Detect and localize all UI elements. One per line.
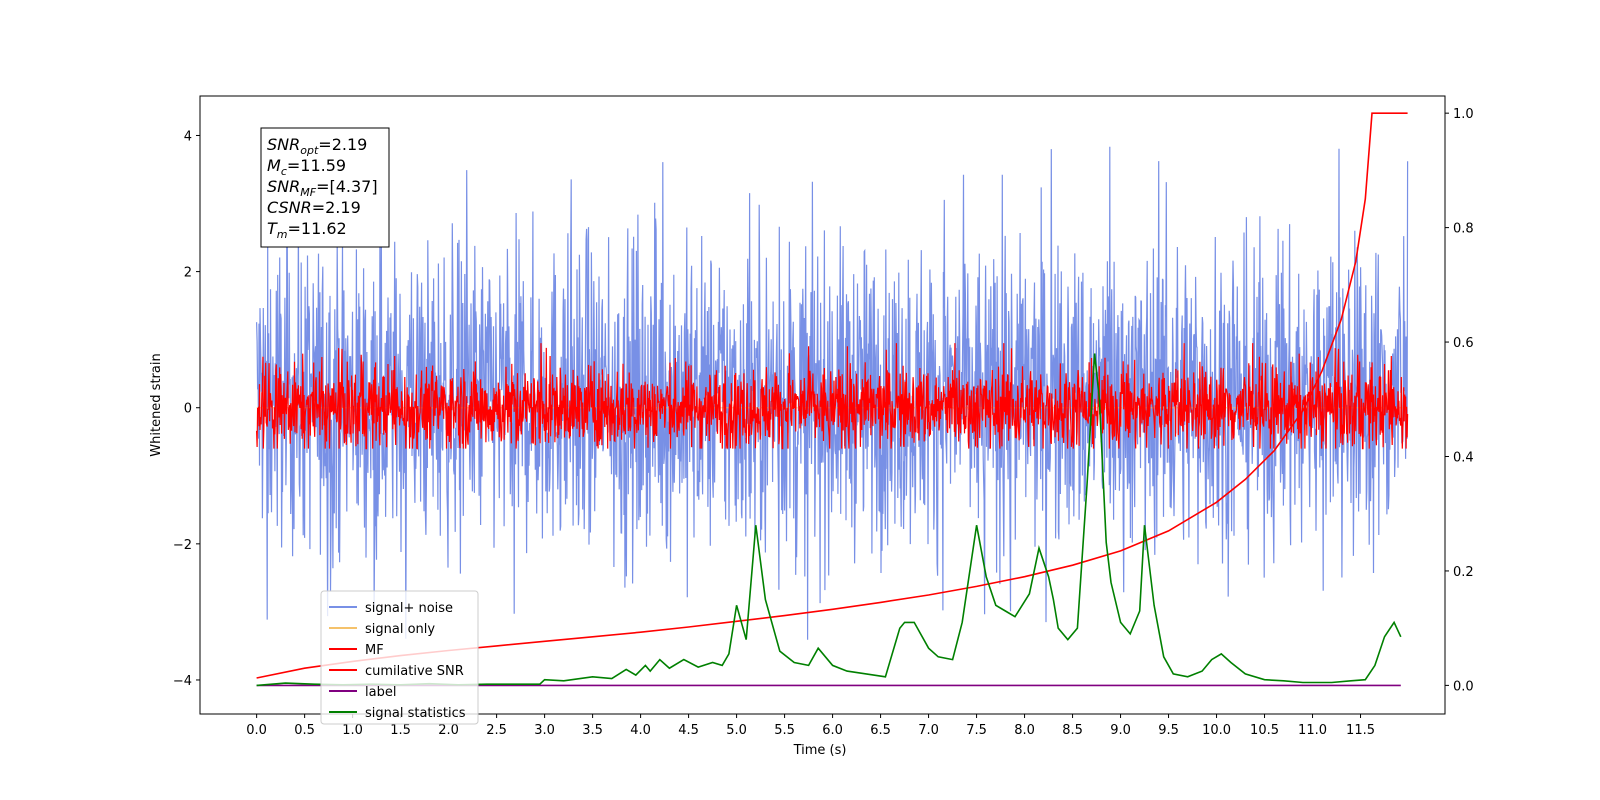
legend-label: signal only xyxy=(365,622,435,637)
series-mf xyxy=(256,343,1409,450)
series-cumilative-snr xyxy=(256,112,1408,679)
x-axis-title: Time (s) xyxy=(793,743,847,758)
y2-tick-label: 1.0 xyxy=(1453,107,1474,122)
legend-label: cumilative SNR xyxy=(365,664,464,679)
x-tick-label: 0.0 xyxy=(246,723,267,738)
x-tick-label: 3.5 xyxy=(582,723,603,738)
plot-frame xyxy=(199,95,1446,715)
y-tick-label: 4 xyxy=(184,129,192,144)
annotation-line: Mc=11.59 xyxy=(267,156,346,178)
x-tick-label: 10.5 xyxy=(1250,723,1279,738)
y-axis-title: Whitened strain xyxy=(149,353,164,456)
legend-label: label xyxy=(365,685,396,700)
y-tick-label: 2 xyxy=(184,266,192,281)
x-tick-label: 7.0 xyxy=(918,723,939,738)
x-tick-label: 8.0 xyxy=(1014,723,1035,738)
x-tick-label: 4.0 xyxy=(630,723,651,738)
x-tick-label: 9.0 xyxy=(1110,723,1131,738)
series-signal-statistics xyxy=(256,353,1402,687)
annotation-line: CSNR=2.19 xyxy=(267,198,361,217)
y2-tick-label: 0.2 xyxy=(1453,565,1474,580)
x-tick-label: 1.5 xyxy=(390,723,411,738)
legend-label: signal+ noise xyxy=(365,601,453,616)
x-tick-label: 2.0 xyxy=(438,723,459,738)
legend-label: signal statistics xyxy=(365,706,466,721)
x-tick-label: 6.5 xyxy=(870,723,891,738)
legend-label: MF xyxy=(365,643,384,658)
y2-tick-label: 0.6 xyxy=(1453,336,1474,351)
x-tick-label: 8.5 xyxy=(1062,723,1083,738)
y-tick-label: −2 xyxy=(173,538,192,553)
x-tick-label: 5.5 xyxy=(774,723,795,738)
annotation-box: SNRopt=2.19Mc=11.59SNRMF=[4.37]CSNR=2.19… xyxy=(260,127,390,248)
annotation-line: Tm=11.62 xyxy=(267,219,347,241)
axes-layer: 0.0 0.5 1.0 1.5 2.0 2.5 3.0 3.5 4.0 4.5 5.0 5.5 6.0 6… xyxy=(173,107,1474,738)
x-tick-label: 10.0 xyxy=(1202,723,1231,738)
x-tick-label: 9.5 xyxy=(1158,723,1179,738)
x-tick-label: 6.0 xyxy=(822,723,843,738)
x-tick-label: 4.5 xyxy=(678,723,699,738)
y2-tick-label: 0.0 xyxy=(1453,679,1474,694)
x-tick-label: 7.5 xyxy=(966,723,987,738)
x-tick-label: 11.5 xyxy=(1346,723,1375,738)
y2-tick-label: 0.8 xyxy=(1453,222,1474,237)
y-tick-label: 0 xyxy=(184,402,192,417)
annotation-line: SNRMF=[4.37] xyxy=(267,177,378,199)
x-tick-label: 2.5 xyxy=(486,723,507,738)
x-tick-label: 11.0 xyxy=(1298,723,1327,738)
x-tick-label: 3.0 xyxy=(534,723,555,738)
x-tick-label: 1.0 xyxy=(342,723,363,738)
x-tick-label: 5.0 xyxy=(726,723,747,738)
annotation-line: SNRopt=2.19 xyxy=(267,135,367,157)
legend: signal+ noise signal only MF cumilative SNR… xyxy=(320,590,479,725)
y-tick-label: −4 xyxy=(173,674,192,689)
x-tick-label: 0.5 xyxy=(294,723,315,738)
y2-tick-label: 0.4 xyxy=(1453,451,1474,466)
